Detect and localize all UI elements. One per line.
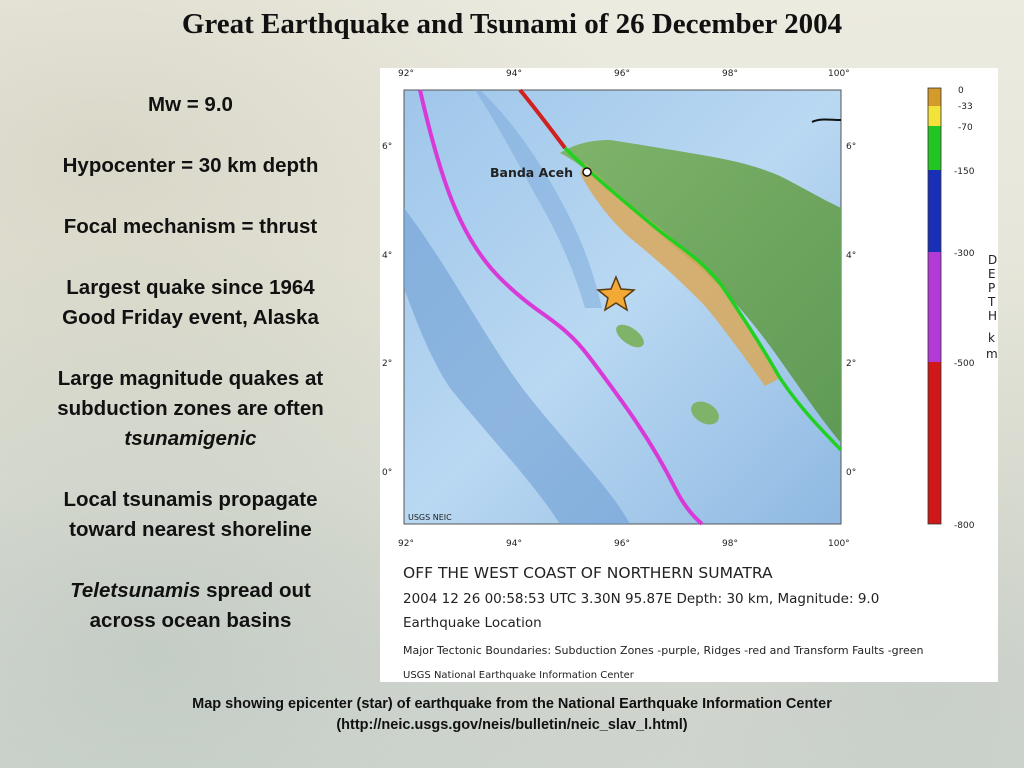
lat-label-right-6: 6°	[846, 142, 856, 152]
lat-label-left-2: 2°	[382, 359, 392, 369]
depth-band-33-70	[928, 106, 941, 126]
depth-tick-150: -150	[954, 167, 975, 177]
mountain-range	[580, 163, 780, 386]
subduction-zone-line	[418, 89, 704, 526]
map-watermark: USGS NEIC	[408, 513, 452, 522]
depth-title-letter-p: P	[988, 281, 995, 295]
depth-title-letter-m: m	[986, 347, 998, 361]
fact-subduction: Large magnitude quakes at subduction zon…	[18, 364, 363, 454]
earthquake-map: Banda Aceh USGS NEIC 92° 94° 96° 98° 100…	[382, 69, 998, 681]
lon-label-bottom-94: 94°	[506, 539, 522, 549]
sumatra-land	[560, 140, 841, 443]
trench-band	[404, 208, 630, 524]
fact-subduction-line3: tsunamigenic	[124, 427, 257, 450]
depth-title-letter-k: k	[988, 331, 995, 345]
depth-tick-33: -33	[958, 102, 973, 112]
depth-tick-70: -70	[958, 123, 973, 133]
fact-magnitude: Mw = 9.0	[148, 93, 233, 116]
city-label: Banda Aceh	[490, 165, 573, 180]
fact-tele-rest: spread out	[200, 579, 311, 602]
depth-tick-0: 0	[958, 86, 964, 96]
lon-label-top-100: 100°	[828, 69, 850, 79]
lon-label-bottom-96: 96°	[614, 539, 630, 549]
lat-label-left-0: 0°	[382, 468, 392, 478]
fact-local-line1: Local tsunamis propagate	[63, 488, 318, 511]
depth-scale-frame	[927, 87, 942, 525]
depth-band-300-500	[928, 252, 941, 362]
depth-band-500-800	[928, 362, 941, 524]
fact-teletsunamis: Teletsunamis spread out across ocean bas…	[18, 576, 363, 636]
lon-label-top-98: 98°	[722, 69, 738, 79]
lat-label-left-4: 4°	[382, 251, 392, 261]
map-source: USGS National Earthquake Information Cen…	[403, 670, 635, 681]
coastline-fragment	[811, 118, 842, 123]
fact-local-line2: toward nearest shoreline	[69, 518, 312, 541]
lon-label-bottom-98: 98°	[722, 539, 738, 549]
basin-band	[475, 90, 602, 308]
lat-label-right-0: 0°	[846, 468, 856, 478]
lon-label-top-96: 96°	[614, 69, 630, 79]
depth-title-letter-t: T	[987, 295, 996, 309]
caption-line1: Map showing epicenter (star) of earthqua…	[192, 696, 832, 712]
nias-island	[691, 401, 719, 425]
lon-label-top-94: 94°	[506, 69, 522, 79]
ridge-line	[518, 88, 567, 150]
map-event-details: 2004 12 26 00:58:53 UTC 3.30N 95.87E Dep…	[403, 591, 879, 607]
fact-subduction-line1: Large magnitude quakes at	[57, 367, 324, 390]
facts-column: Mw = 9.0 Hypocenter = 30 km depth Focal …	[18, 90, 363, 667]
lat-label-right-4: 4°	[846, 251, 856, 261]
transform-fault-line	[563, 146, 843, 452]
fact-largest-quake: Largest quake since 1964 Good Friday eve…	[18, 273, 363, 333]
lon-label-top-92: 92°	[398, 69, 414, 79]
fact-largest-line1: Largest quake since 1964	[66, 276, 315, 299]
banda-aceh-marker	[582, 167, 592, 177]
earthquake-map-panel: Banda Aceh USGS NEIC 92° 94° 96° 98° 100…	[380, 68, 998, 682]
depth-band-70-150	[928, 126, 941, 170]
lon-label-bottom-92: 92°	[398, 539, 414, 549]
depth-title-letter-d: D	[988, 253, 997, 267]
depth-band-150-300	[928, 170, 941, 252]
epicenter-star-icon	[596, 275, 636, 312]
map-caption: Map showing epicenter (star) of earthqua…	[0, 694, 1024, 736]
page-title: Great Earthquake and Tsunami of 26 Decem…	[181, 8, 843, 40]
fact-largest-line2: Good Friday event, Alaska	[62, 306, 319, 329]
depth-band-0-33	[928, 88, 941, 106]
depth-title-letter-h: H	[988, 309, 997, 323]
fact-local-tsunamis: Local tsunamis propagate toward nearest …	[18, 485, 363, 545]
lat-label-right-2: 2°	[846, 359, 856, 369]
caption-line2: (http://neic.usgs.gov/neis/bulletin/neic…	[336, 717, 688, 733]
fact-tele-word: Teletsunamis	[70, 579, 201, 602]
fact-hypocenter: Hypocenter = 30 km depth	[62, 154, 319, 177]
lat-label-left-6: 6°	[382, 142, 392, 152]
lon-label-bottom-100: 100°	[828, 539, 850, 549]
fact-focal-mechanism: Focal mechanism = thrust	[63, 215, 318, 238]
map-subtitle: Earthquake Location	[403, 615, 542, 631]
map-region-title: OFF THE WEST COAST OF NORTHERN SUMATRA	[403, 564, 773, 582]
fact-tele-line2: across ocean basins	[89, 609, 292, 632]
depth-title-letter-e: E	[988, 267, 996, 281]
fact-subduction-line2: subduction zones are often	[57, 397, 324, 420]
map-legend-boundaries: Major Tectonic Boundaries: Subduction Zo…	[403, 644, 923, 657]
depth-tick-300: -300	[954, 249, 975, 259]
depth-tick-500: -500	[954, 359, 975, 369]
depth-tick-800: -800	[954, 521, 975, 531]
simeulue-island	[616, 324, 644, 348]
